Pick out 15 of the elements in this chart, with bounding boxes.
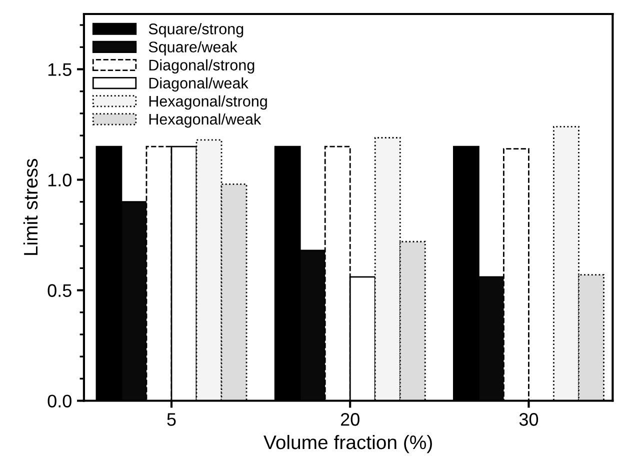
legend-label: Hexagonal/weak [149,113,262,128]
y-axis-title: Limit stress [23,158,38,255]
legend-label: Hexagonal/strong [149,95,267,110]
legend-label: Diagonal/weak [149,77,248,92]
y-tick-label: 1.5 [48,63,72,76]
y-tick-label: 0.0 [48,394,72,408]
x-tick-label: 5 [167,413,176,426]
x-axis-title: Volume fraction (%) [264,434,432,454]
y-tick-label: 1.0 [48,174,72,186]
y-tick-label: 0.5 [48,284,72,297]
legend-label: Square/weak [148,41,238,56]
legend-label: Diagonal/strong [149,59,254,74]
x-tick-label: 20 [340,413,360,426]
legend-label: Square/strong [148,23,244,38]
x-tick-label: 30 [519,413,538,426]
